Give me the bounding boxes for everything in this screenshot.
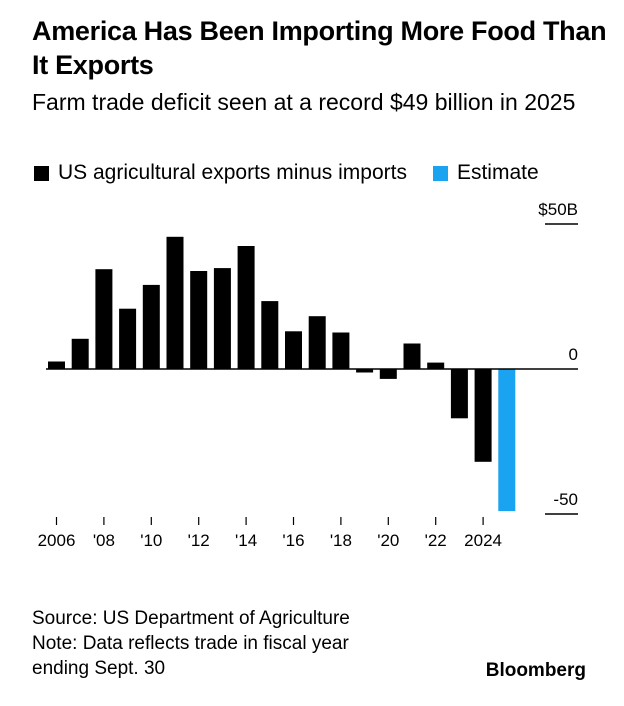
data-note-line1: Note: Data reflects trade in fiscal year [32, 633, 349, 654]
legend-swatch-exports [34, 165, 49, 181]
bar-2009 [119, 308, 137, 369]
bloomberg-logo: Bloomberg [485, 660, 586, 681]
bar-2024 [474, 369, 492, 462]
bar-2018 [332, 332, 350, 369]
bar-2017 [308, 316, 326, 369]
x-tick-label-2012: '12 [188, 531, 210, 550]
estimate-bar-2025 [498, 369, 516, 512]
x-tick-label-2014: '14 [235, 531, 257, 550]
bar-2016 [285, 331, 302, 369]
bar-2013 [213, 268, 231, 369]
source-note: Source: US Department of Agriculture [32, 608, 350, 629]
data-note-line2: ending Sept. 30 [32, 658, 166, 679]
bar-2022 [427, 362, 445, 369]
bar-2019 [356, 369, 374, 373]
x-tick-label-2016: '16 [282, 531, 304, 550]
legend-swatch-estimate [432, 165, 448, 181]
bar-2021 [403, 343, 421, 369]
x-tick-label-2006: 2006 [38, 531, 76, 550]
y-tick-label-0: 0 [569, 345, 578, 364]
bar-2010 [142, 284, 160, 369]
legend: US agricultural exports minus imports Es… [34, 160, 539, 186]
bar-2007 [71, 338, 89, 369]
legend-item-estimate: Estimate [432, 160, 539, 186]
chart-title: America Has Been Importing More Food Tha… [32, 16, 607, 80]
bar-2020 [379, 369, 397, 379]
x-tick-label-2024: 2024 [464, 531, 502, 550]
x-tick-label-2018: '18 [330, 531, 352, 550]
legend-label-estimate: Estimate [456, 161, 539, 184]
y-tick-label-50: $50B [538, 200, 578, 219]
bar-2012 [190, 271, 208, 369]
x-tick-label-2010: '10 [140, 531, 162, 550]
bar-2014 [237, 246, 255, 369]
x-tick-label-2022: '22 [425, 531, 447, 550]
chart-subtitle: Farm trade deficit seen at a record $49 … [32, 89, 576, 115]
y-tick-label--50: -50 [553, 490, 578, 509]
bar-2015 [261, 301, 279, 369]
footer: Source: US Department of Agriculture Not… [32, 606, 350, 681]
bar-2011 [166, 236, 184, 369]
x-tick-label-2008: '08 [93, 531, 115, 550]
bar-chart: $50B 0 -50 2006 '08 '10 '12 '14 '16 '18 '20 '22 2024 [38, 200, 578, 550]
bar-2006 [48, 361, 65, 369]
x-tick-label-2020: '20 [377, 531, 399, 550]
bar-2008 [95, 269, 113, 369]
bar-2023 [450, 369, 468, 419]
legend-item-exports: US agricultural exports minus imports [34, 160, 407, 186]
legend-label-exports: US agricultural exports minus imports [58, 161, 407, 184]
